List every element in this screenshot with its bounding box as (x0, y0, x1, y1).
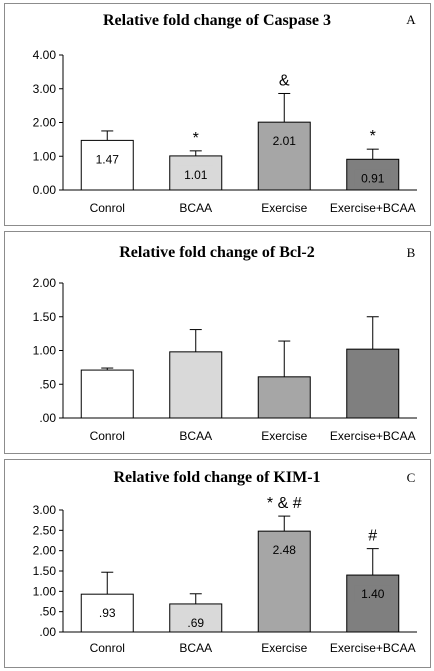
data-label-bg (354, 585, 391, 603)
data-label: 1.40 (361, 587, 385, 601)
data-label: 2.01 (273, 134, 297, 148)
significance-marker: # (368, 528, 377, 545)
y-tick-label: .50 (39, 377, 56, 391)
data-label: 0.91 (361, 171, 385, 185)
bar (169, 351, 223, 419)
y-tick-label: 0.00 (33, 183, 57, 197)
category-label: Exercise+BCAA (330, 201, 416, 215)
data-label-bg (354, 169, 391, 187)
data-label: .93 (99, 606, 116, 620)
y-tick-label: 1.50 (33, 564, 57, 578)
category-label: Exercise+BCAA (330, 429, 416, 443)
data-label-bg (266, 132, 303, 150)
y-tick-label: 2.00 (33, 276, 57, 290)
y-tick-label: 3.00 (33, 503, 57, 517)
category-label: Exercise (261, 641, 307, 655)
chart-panel-a: Relative fold change of Caspase 3 A 0.00 1.… (4, 3, 431, 226)
panel-label: B (407, 245, 416, 260)
chart-title: Relative fold change of Bcl-2 (119, 244, 315, 261)
data-label: 1.01 (184, 168, 208, 182)
data-label-bg (177, 165, 214, 183)
y-tick-label: 1.50 (33, 310, 57, 324)
y-tick-label: 1.00 (33, 149, 57, 163)
y-tick-label: 2.50 (33, 523, 57, 537)
chart-title: Relative fold change of Caspase 3 (103, 12, 331, 29)
data-label-bg (89, 150, 126, 168)
data-label-bg (89, 604, 126, 622)
chart-panel-b: Relative fold change of Bcl-2 B .00 .50 1.00… (4, 231, 431, 454)
kim1-chart: Relative fold change of KIM-1 C .00 .50 1.00… (33, 469, 417, 655)
significance-marker: * (193, 130, 199, 147)
category-label: Exercise (261, 201, 307, 215)
category-label: BCAA (179, 641, 212, 655)
bar (346, 348, 400, 419)
y-tick-label: .50 (39, 605, 56, 619)
category-label: Conrol (90, 641, 125, 655)
caspase3-chart: Relative fold change of Caspase 3 A 0.00 1.… (33, 12, 417, 215)
chart-title: Relative fold change of KIM-1 (113, 469, 320, 486)
category-label: Exercise+BCAA (330, 641, 416, 655)
data-label: 1.47 (96, 152, 120, 166)
panel-label: A (406, 12, 416, 27)
data-label-bg (266, 541, 303, 559)
y-tick-label: 2.00 (33, 544, 57, 558)
panel-label: C (407, 470, 416, 485)
data-label: 2.48 (273, 543, 297, 557)
category-label: BCAA (179, 201, 212, 215)
bar (346, 574, 400, 633)
category-label: Exercise (261, 429, 307, 443)
y-tick-label: 1.00 (33, 344, 57, 358)
significance-marker: * & # (267, 495, 302, 512)
y-tick-label: .00 (39, 411, 56, 425)
category-label: Conrol (90, 429, 125, 443)
category-label: BCAA (179, 429, 212, 443)
significance-marker: * (370, 128, 376, 145)
y-tick-label: 2.00 (33, 116, 57, 130)
data-label: .69 (187, 616, 204, 630)
y-tick-label: 1.00 (33, 584, 57, 598)
bcl2-chart: Relative fold change of Bcl-2 B .00 .50 1.00… (33, 244, 417, 443)
y-tick-label: .00 (39, 625, 56, 639)
chart-panel-c: Relative fold change of KIM-1 C .00 .50 1.00… (4, 459, 431, 668)
significance-marker: & (279, 72, 290, 89)
y-tick-label: 4.00 (33, 48, 57, 62)
bar (80, 369, 134, 419)
bar (257, 376, 311, 419)
data-label-bg (177, 613, 214, 631)
category-label: Conrol (90, 201, 125, 215)
y-tick-label: 3.00 (33, 82, 57, 96)
